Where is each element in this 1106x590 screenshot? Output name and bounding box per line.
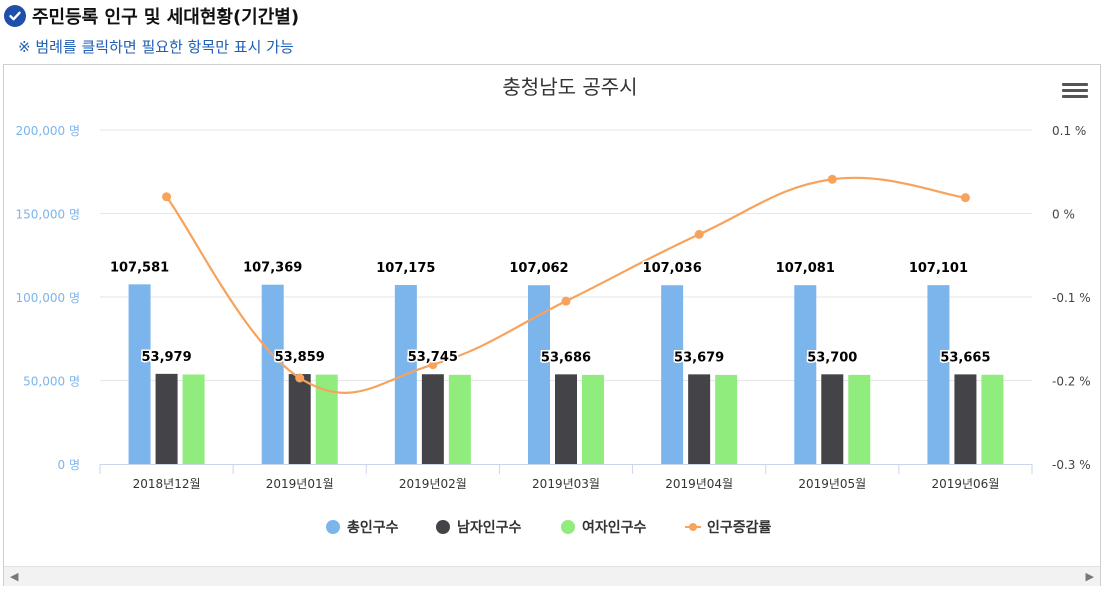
legend-label: 여자인구수 <box>582 519 647 536</box>
legend-label: 총인구수 <box>347 519 399 536</box>
legend-item-여자인구수[interactable]: 여자인구수 <box>561 519 647 536</box>
line-point-인구증감률 <box>295 373 305 383</box>
bar-여자인구수 <box>715 374 738 464</box>
chart-panel <box>3 64 1101 586</box>
bar-여자인구수 <box>448 374 471 464</box>
line-point-인구증감률 <box>428 360 438 370</box>
legend-marker <box>561 520 575 534</box>
page-title: 주민등록 인구 및 세대현황(기간별) <box>32 7 300 28</box>
line-point-인구증감률 <box>960 193 970 203</box>
chart-title: 충청남도 공주시 <box>502 75 637 99</box>
y-left-tick-label: 100,000 명 <box>16 291 80 305</box>
x-tick-label: 2018년12월 <box>133 477 201 491</box>
legend-marker <box>326 520 340 534</box>
bar-총인구수 <box>927 285 950 464</box>
line-point-인구증감률 <box>561 296 571 306</box>
y-left-tick-label: 200,000 명 <box>16 124 80 138</box>
y-right-tick-label: 0 % <box>1052 208 1075 222</box>
legend-marker <box>689 523 697 531</box>
y-left-tick-label: 150,000 명 <box>16 208 80 222</box>
y-left-tick-label: 0 명 <box>58 458 81 472</box>
x-tick-label: 2019년03월 <box>532 477 600 491</box>
data-label: 53,679 <box>674 350 724 365</box>
bar-여자인구수 <box>981 374 1004 464</box>
data-label: 107,369 <box>243 261 302 276</box>
line-point-인구증감률 <box>694 229 704 239</box>
x-tick-label: 2019년06월 <box>931 477 999 491</box>
y-right-tick-label: -0.3 % <box>1052 458 1091 472</box>
legend-label: 인구증감률 <box>707 519 772 536</box>
data-label: 53,979 <box>141 350 191 365</box>
line-point-인구증감률 <box>827 174 837 184</box>
horizontal-scrollbar[interactable]: ◀ ▶ <box>4 566 1100 586</box>
y-right-tick-label: 0.1 % <box>1052 124 1086 138</box>
legend-item-총인구수[interactable]: 총인구수 <box>326 519 399 536</box>
y-left-tick-label: 50,000 명 <box>23 375 80 389</box>
data-label: 107,581 <box>110 260 169 275</box>
bar-총인구수 <box>528 285 550 464</box>
legend-label: 남자인구수 <box>457 519 522 536</box>
legend-hint-note: ※ 범례를 클릭하면 필요한 항목만 표시 가능 <box>18 38 294 56</box>
x-tick-label: 2019년04월 <box>665 477 733 491</box>
hamburger-menu-icon[interactable] <box>1062 80 1088 102</box>
bar-남자인구수 <box>155 373 178 464</box>
bar-여자인구수 <box>848 374 871 464</box>
legend-marker <box>436 520 450 534</box>
bar-여자인구수 <box>315 374 338 464</box>
y-right-tick-label: -0.2 % <box>1052 375 1091 389</box>
data-label: 53,859 <box>275 350 325 365</box>
page-header: 주민등록 인구 및 세대현황(기간별) <box>4 3 299 29</box>
legend-item-인구증감률[interactable]: 인구증감률 <box>685 519 772 536</box>
x-tick-label: 2019년02월 <box>399 477 467 491</box>
bar-남자인구수 <box>288 374 311 464</box>
bar-총인구수 <box>128 284 151 464</box>
scroll-left-icon[interactable]: ◀ <box>10 570 19 583</box>
line-point-인구증감률 <box>162 192 172 202</box>
data-label: 53,665 <box>940 350 990 365</box>
check-circle-icon <box>4 5 26 27</box>
data-label: 107,101 <box>909 261 968 276</box>
bar-총인구수 <box>261 284 284 464</box>
y-right-tick-label: -0.1 % <box>1052 291 1091 305</box>
bar-여자인구수 <box>582 374 604 464</box>
data-label: 107,062 <box>509 261 568 276</box>
scroll-right-icon[interactable]: ▶ <box>1085 570 1094 583</box>
bar-남자인구수 <box>555 374 577 464</box>
data-label: 53,686 <box>541 350 591 365</box>
data-label: 107,175 <box>376 261 435 276</box>
data-label: 53,700 <box>807 350 857 365</box>
data-label: 107,081 <box>776 261 835 276</box>
data-label: 107,036 <box>643 261 702 276</box>
x-tick-label: 2019년01월 <box>266 477 334 491</box>
bar-여자인구수 <box>182 374 205 464</box>
bar-총인구수 <box>794 285 817 464</box>
x-tick-label: 2019년05월 <box>798 477 866 491</box>
bar-총인구수 <box>661 285 684 464</box>
bar-남자인구수 <box>821 374 844 464</box>
legend-item-남자인구수[interactable]: 남자인구수 <box>436 519 522 536</box>
bar-남자인구수 <box>421 374 444 464</box>
data-label: 53,745 <box>408 350 458 365</box>
bar-남자인구수 <box>954 374 977 464</box>
bar-남자인구수 <box>688 374 711 464</box>
